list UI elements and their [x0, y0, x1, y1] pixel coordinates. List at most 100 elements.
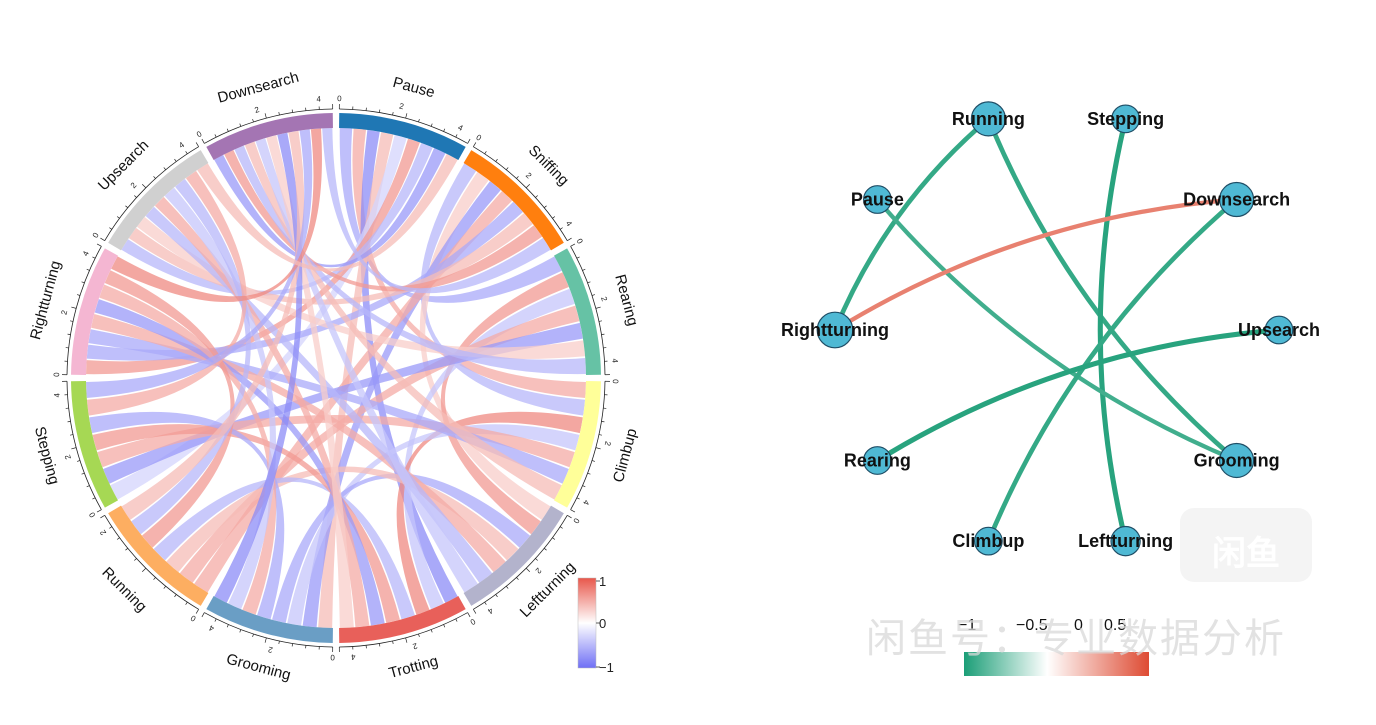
sector-tick — [552, 538, 554, 540]
sector-tick — [125, 206, 127, 208]
sector-tick — [596, 448, 601, 449]
sector-tick — [535, 558, 537, 560]
network-node-label: Rightturning — [781, 320, 889, 340]
sector-tick — [468, 613, 470, 617]
sector-tick — [444, 625, 445, 628]
sector-tick — [164, 586, 166, 588]
sector-tick — [175, 594, 177, 596]
chord-diagram: 024Pause024Sniffing024Rearing024Climbup0… — [0, 0, 660, 720]
sector-tick — [77, 461, 80, 462]
sector-label: Trotting — [387, 653, 440, 682]
sector-tick-label: 0 — [87, 510, 97, 519]
sector-tick — [577, 498, 580, 499]
sector-tick — [506, 167, 508, 169]
sector-tick — [71, 307, 76, 308]
sector-tick-label: 0 — [52, 372, 61, 377]
sector-tick — [154, 176, 156, 178]
sector-tick — [186, 602, 188, 604]
sector-tick — [87, 486, 90, 487]
sector-tick-label: 2 — [524, 171, 534, 181]
sector-tick — [552, 217, 554, 219]
sector-tick — [567, 238, 571, 241]
sector-tick-label: 0 — [474, 133, 483, 143]
sector-label: Rearing — [611, 273, 641, 328]
legend-label: 0 — [599, 616, 606, 631]
sector-tick-label: 2 — [533, 566, 543, 576]
sector-tick — [473, 609, 476, 613]
sector-tick — [406, 113, 407, 118]
sector-tick — [419, 119, 420, 122]
sector-tick — [485, 151, 487, 153]
sector-tick-label: 2 — [411, 641, 418, 651]
sector-tick — [134, 558, 136, 560]
sector-tick — [496, 594, 498, 596]
sector-tick-label: 2 — [267, 645, 274, 655]
sector-tick — [97, 244, 101, 246]
sector-tick — [240, 630, 241, 633]
sector-tick-label: 2 — [398, 102, 405, 112]
sector-tick — [154, 577, 156, 579]
network-node-label: Upsearch — [1238, 320, 1320, 340]
sector-tick — [577, 257, 580, 258]
sector-tick — [70, 321, 73, 322]
watermark-logo: 闲鱼 — [1180, 508, 1312, 582]
sector-tick-label: 4 — [581, 498, 591, 506]
sector-tick — [588, 282, 591, 283]
sector-tick-label: 0 — [91, 231, 101, 240]
sector-tick — [468, 139, 470, 143]
sector-label: Climbup — [610, 427, 641, 485]
sector-tick — [134, 196, 136, 198]
sector-label: Downsearch — [216, 69, 301, 107]
sector-tick — [92, 498, 95, 499]
network-node-label: Leftturning — [1078, 531, 1173, 551]
sector-tick — [544, 548, 546, 550]
sector-tick-label: 4 — [207, 623, 215, 633]
sector-tick — [253, 119, 254, 122]
sector-tick — [431, 630, 432, 633]
sector-tick-label: 0 — [330, 653, 335, 662]
sector-label: Pause — [391, 74, 436, 101]
network-edge — [877, 330, 1279, 460]
sector-tick — [186, 151, 188, 153]
sector-tick-label: 0 — [195, 129, 204, 139]
sector-tick — [431, 124, 432, 127]
sector-tick — [596, 307, 601, 308]
sector-tick — [567, 515, 571, 518]
sector-tick-label: 0 — [468, 617, 477, 627]
sector-tick — [279, 641, 280, 644]
network-node-label: Stepping — [1087, 109, 1164, 129]
sector-tick — [109, 527, 111, 529]
sector-tick — [560, 228, 562, 230]
sector-tick — [82, 473, 85, 474]
sector-tick — [77, 295, 80, 296]
sector-tick-label: 0 — [575, 237, 585, 246]
sector-tick-label: 4 — [177, 140, 186, 150]
sector-tick — [92, 257, 95, 258]
sector-tick-label: 2 — [63, 453, 73, 460]
sector-tick — [560, 527, 562, 529]
network-node-label: Rearing — [844, 450, 911, 470]
chord-links — [86, 128, 586, 628]
sector-tick — [175, 159, 177, 161]
network-edges — [835, 119, 1279, 541]
sector-tick — [419, 634, 420, 637]
sector-tick — [125, 548, 127, 550]
sector-tick-label: 4 — [456, 123, 464, 133]
sector-tick — [279, 112, 280, 115]
sector-tick — [526, 184, 530, 188]
sector-tick — [544, 206, 546, 208]
sector-tick — [196, 142, 199, 146]
sector-tick — [164, 167, 166, 169]
legend-gradient-bar — [578, 578, 596, 668]
sector-tick — [473, 142, 476, 146]
sector-tick — [265, 638, 266, 643]
chord-color-legend: 10−1 — [578, 574, 614, 675]
sector-tick — [87, 269, 90, 270]
sector-tick-label: 4 — [564, 219, 574, 228]
sector-tick — [117, 538, 119, 540]
sector-tick — [526, 568, 530, 572]
sector-label: Rightturning — [27, 259, 64, 342]
chord-sectors: 024Pause024Sniffing024Rearing024Climbup0… — [27, 69, 641, 684]
sector-tick-label: 4 — [610, 358, 619, 364]
sector-tick-label: 0 — [189, 613, 198, 623]
